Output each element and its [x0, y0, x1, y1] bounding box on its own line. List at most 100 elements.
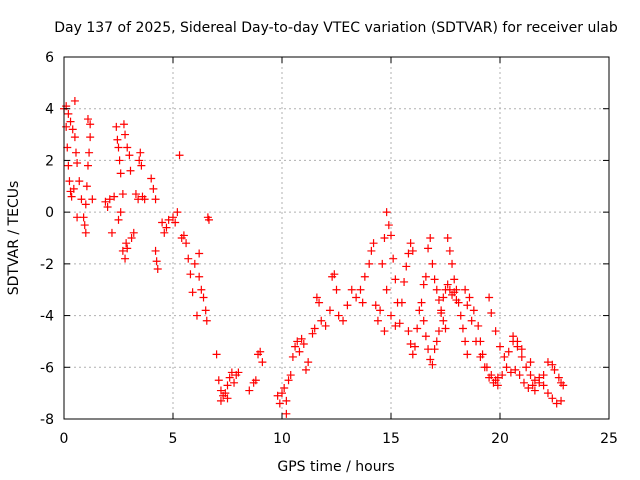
data-point: [461, 285, 470, 294]
data-point: [347, 285, 356, 294]
data-point: [557, 396, 566, 405]
data-point: [121, 130, 130, 139]
data-point: [86, 120, 95, 129]
data-point: [428, 259, 437, 268]
data-point: [312, 293, 321, 302]
data-point: [506, 368, 515, 377]
data-point: [321, 321, 330, 330]
data-point: [151, 246, 160, 255]
data-point: [116, 169, 125, 178]
data-point: [301, 365, 310, 374]
data-point: [417, 298, 426, 307]
data-point: [519, 378, 528, 387]
data-point: [334, 311, 343, 320]
data-point: [71, 148, 80, 157]
data-point: [123, 143, 132, 152]
data-point: [81, 200, 90, 209]
data-point: [179, 231, 188, 240]
data-point: [504, 347, 513, 356]
y-tick-label: -4: [40, 309, 54, 325]
data-point: [498, 371, 507, 380]
data-point: [502, 363, 511, 372]
data-point: [83, 161, 92, 170]
data-point: [330, 270, 339, 279]
data-point: [391, 321, 400, 330]
grid-layer: [64, 57, 609, 419]
data-point: [517, 345, 526, 354]
data-point: [454, 298, 463, 307]
data-point: [115, 156, 124, 165]
data-point: [456, 311, 465, 320]
data-point: [437, 308, 446, 317]
data-point: [192, 311, 201, 320]
data-point: [474, 321, 483, 330]
data-point: [465, 293, 474, 302]
data-point: [293, 337, 302, 346]
data-point: [424, 244, 433, 253]
data-point: [212, 350, 221, 359]
data-point: [101, 197, 110, 206]
data-point: [530, 386, 539, 395]
data-point: [397, 298, 406, 307]
data-point: [365, 259, 374, 268]
data-point: [485, 293, 494, 302]
y-tick-label: 4: [45, 102, 54, 118]
y-tick-label: 2: [45, 153, 54, 169]
data-point: [288, 352, 297, 361]
y-tick-label: 6: [45, 50, 54, 66]
data-point: [88, 195, 97, 204]
data-point: [85, 148, 94, 157]
data-point: [258, 358, 267, 367]
data-point: [169, 213, 177, 222]
data-point: [221, 389, 230, 398]
data-point: [121, 254, 130, 263]
data-point: [428, 360, 437, 369]
data-point: [131, 190, 140, 199]
chart-title: Day 137 of 2025, Sidereal Day-to-day VTE…: [54, 20, 618, 36]
data-point: [493, 381, 502, 390]
data-point: [295, 347, 304, 356]
data-point: [195, 249, 204, 258]
data-point: [315, 298, 324, 307]
data-point: [123, 244, 132, 253]
data-point: [304, 358, 313, 367]
data-point: [81, 228, 90, 237]
data-point: [188, 288, 197, 297]
data-point: [426, 234, 435, 242]
data-point: [273, 391, 282, 400]
data-point: [419, 316, 428, 325]
data-point: [286, 371, 295, 380]
data-point: [426, 355, 435, 364]
data-point: [116, 208, 125, 217]
data-point: [308, 329, 317, 338]
data-point: [434, 296, 443, 305]
data-point: [487, 308, 496, 317]
data-point: [458, 324, 467, 333]
data-point: [223, 394, 232, 403]
data-point: [509, 332, 518, 341]
data-point: [107, 228, 116, 237]
data-point: [415, 306, 424, 315]
data-point: [125, 151, 134, 160]
data-point: [430, 275, 439, 284]
data-point: [400, 277, 409, 286]
data-point: [282, 396, 291, 405]
tick-labels-layer: 0 5 10 15 20 25 -8 -6 -4 -2 0 2 4 6: [40, 50, 618, 447]
data-point: [291, 342, 300, 351]
data-point: [151, 195, 160, 204]
data-point: [472, 337, 481, 346]
data-point: [105, 195, 114, 204]
data-point: [164, 215, 173, 224]
data-point: [69, 184, 78, 193]
data-point: [214, 376, 223, 385]
data-point: [445, 246, 454, 255]
data-point: [310, 324, 319, 333]
data-point: [136, 148, 145, 157]
data-point: [443, 280, 452, 289]
data-point: [114, 143, 123, 152]
data-point: [387, 231, 395, 240]
data-point: [153, 265, 162, 274]
data-point: [225, 373, 234, 382]
data-point: [539, 371, 548, 380]
data-point: [119, 120, 128, 129]
